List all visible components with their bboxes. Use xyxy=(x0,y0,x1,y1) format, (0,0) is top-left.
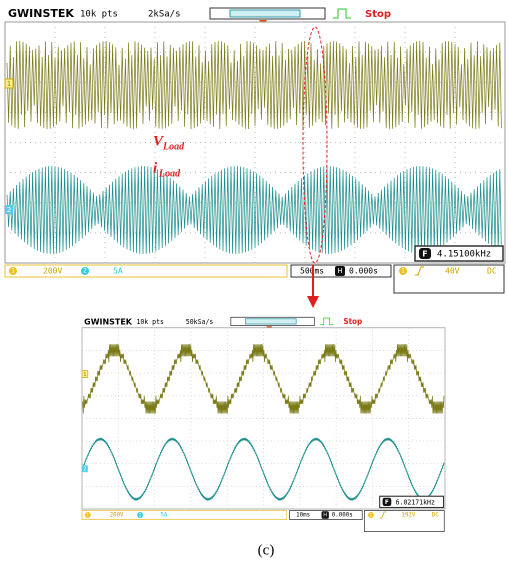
ch1-marker: 1 xyxy=(7,80,11,88)
ch1-scale: 200V xyxy=(43,267,62,276)
position: 0.000s xyxy=(349,267,378,276)
ch2-badge-text: 2 xyxy=(139,512,142,518)
timebase: 10ms xyxy=(296,512,310,518)
ch2-marker: 2 xyxy=(7,206,11,214)
ch1-badge-text: 1 xyxy=(11,268,15,275)
ch1-scale: 200V xyxy=(110,512,124,518)
i-load-sub: Load xyxy=(158,168,181,179)
sample-rate: 2kSa/s xyxy=(148,10,181,20)
sample-rate: 50kSa/s xyxy=(186,318,214,326)
frequency: 4.15100kHz xyxy=(437,250,491,260)
frequency: 6.02171kHz xyxy=(396,498,435,506)
ch2-marker: 2 xyxy=(83,467,86,473)
points: 10k pts xyxy=(136,318,164,326)
state: Stop xyxy=(343,317,362,326)
ch2-scale: 5A xyxy=(113,267,123,276)
trigger-level: 192V xyxy=(401,512,415,518)
figure: GWINSTEK10k pts2kSa/sStop12VLoadiLoadF4.… xyxy=(0,0,508,565)
caption: (c) xyxy=(258,542,275,558)
arrow-head xyxy=(307,296,319,308)
pos-icon: H xyxy=(337,267,342,275)
freq-icon: F xyxy=(422,250,427,259)
state: Stop xyxy=(365,9,391,20)
ch2-scale: 5A xyxy=(160,512,167,518)
trig-badge-text: 1 xyxy=(401,268,405,275)
v-load-sub: Load xyxy=(162,141,185,152)
points: 10k pts xyxy=(80,10,118,20)
trigger-level: 40V xyxy=(445,267,460,276)
ch1-badge-text: 1 xyxy=(86,512,89,518)
pos-icon: H xyxy=(323,512,327,518)
coupling: DC xyxy=(487,267,497,276)
trig-badge-text: 1 xyxy=(370,512,373,518)
ch2-badge-text: 2 xyxy=(83,268,87,275)
timeline-view xyxy=(245,319,296,324)
timeline-view xyxy=(230,10,300,17)
freq-icon: F xyxy=(385,500,389,506)
position: 0.000s xyxy=(332,512,353,518)
ch1-marker: 1 xyxy=(83,372,86,378)
logo: GWINSTEK xyxy=(8,7,74,20)
coupling: DC xyxy=(432,512,439,518)
logo: GWINSTEK xyxy=(84,316,133,326)
